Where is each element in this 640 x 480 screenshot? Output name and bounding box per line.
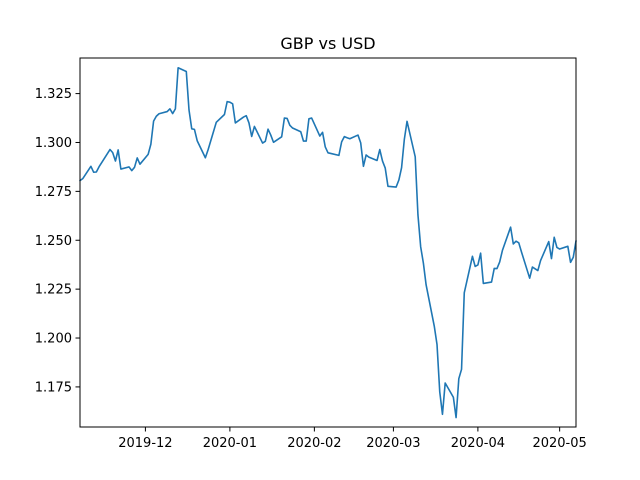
y-axis: 1.175 1.200 1.225 1.250 1.275 1.300 1.325: [35, 87, 80, 395]
x-tick-label: 2020-02: [287, 436, 341, 451]
y-tick-label: 1.300: [35, 136, 72, 151]
x-tick-label: 2020-05: [532, 436, 586, 451]
y-tick-label: 1.200: [35, 332, 72, 347]
x-tick-label: 2020-01: [203, 436, 257, 451]
x-tick-label: 2019-12: [118, 436, 172, 451]
y-tick-label: 1.275: [35, 185, 72, 200]
plot-frame: [79, 57, 577, 428]
series-line-0: [79, 66, 577, 419]
y-tick-label: 1.250: [35, 234, 72, 249]
y-tick-label: 1.325: [35, 87, 72, 102]
x-tick-label: 2020-04: [451, 436, 505, 451]
y-tick-label: 1.225: [35, 283, 72, 298]
chart-title: GBP vs USD: [280, 34, 375, 53]
x-tick-label: 2020-03: [366, 436, 420, 451]
series-layer: [79, 66, 577, 419]
y-tick-label: 1.175: [35, 380, 72, 395]
x-axis: 2019-12 2020-01 2020-02 2020-03 2020-04 2020-…: [118, 427, 587, 451]
